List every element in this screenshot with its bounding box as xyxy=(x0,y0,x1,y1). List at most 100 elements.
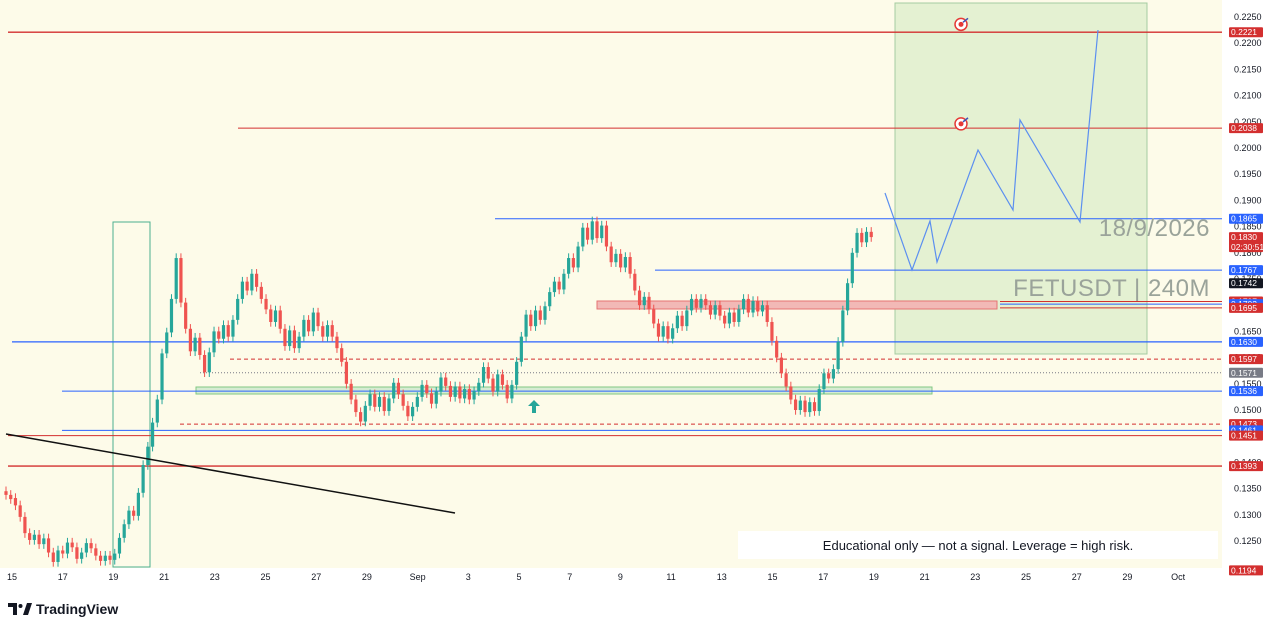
candle-body xyxy=(269,309,273,322)
tradingview-logo[interactable]: TradingView xyxy=(8,601,118,617)
candle-body xyxy=(354,399,358,413)
candle-body xyxy=(491,378,495,392)
candle-body xyxy=(732,312,736,322)
candle-body xyxy=(713,305,717,315)
candle-body xyxy=(28,533,32,540)
candle-body xyxy=(756,301,760,312)
candle-body xyxy=(812,402,817,412)
candle-body xyxy=(392,382,396,399)
projection-path xyxy=(884,29,1099,272)
candle-body xyxy=(288,330,292,347)
candle-body xyxy=(198,337,202,355)
y-tick-label: 0.1800 xyxy=(1234,248,1262,258)
candle-body xyxy=(510,384,514,399)
candle-body xyxy=(741,298,746,310)
candle-body xyxy=(429,393,434,404)
x-tick-label: Sep xyxy=(410,572,426,582)
candle-body xyxy=(179,258,183,303)
price-badge-label: 0.1742 xyxy=(1231,278,1257,288)
target-zone xyxy=(894,2,1148,355)
candle-body xyxy=(335,336,339,349)
price-badge-bg xyxy=(1229,386,1263,397)
candle-body xyxy=(765,305,769,322)
target-dart xyxy=(962,17,969,23)
target-dart xyxy=(962,117,969,123)
candle-body xyxy=(363,405,367,422)
y-tick-label: 0.1550 xyxy=(1234,379,1262,389)
candle-body xyxy=(477,382,481,392)
candle-body xyxy=(448,385,453,397)
candle-body xyxy=(373,394,377,407)
candle-body xyxy=(562,273,566,290)
y-tick-label: 0.1250 xyxy=(1234,536,1262,546)
candle-body xyxy=(533,310,538,327)
candle-body xyxy=(325,325,330,337)
candle-body xyxy=(689,298,694,311)
x-tick-label: 21 xyxy=(159,572,169,582)
candle-body xyxy=(160,353,164,400)
candle-body xyxy=(292,330,297,349)
x-tick-label: 23 xyxy=(210,572,220,582)
y-tick-label: 0.2250 xyxy=(1234,12,1262,22)
candle-body xyxy=(273,310,278,322)
price-badge-bg xyxy=(1229,367,1263,378)
candle-body xyxy=(406,405,410,417)
price-badge-bg xyxy=(1229,123,1263,134)
countdown-label: 02:30:51 xyxy=(1231,242,1264,252)
candle-body xyxy=(647,296,651,310)
price-axis-background xyxy=(1222,0,1265,590)
candle-body xyxy=(46,538,51,553)
x-tick-label: 3 xyxy=(466,572,471,582)
price-badge-label: 0.1767 xyxy=(1231,265,1257,275)
candle-body xyxy=(316,312,320,327)
price-chart[interactable]: 0.2250 0.2200 0.2150 0.2100 0.2050 0.2000 0.19… xyxy=(0,0,1265,590)
candle-body xyxy=(590,221,594,240)
resistance-zone xyxy=(596,300,998,310)
candle-body xyxy=(567,258,571,274)
price-badge: 0.2221 xyxy=(1229,27,1263,38)
candle-body xyxy=(444,377,448,386)
candle-body xyxy=(751,301,755,313)
candle-body xyxy=(656,323,661,337)
candle-body xyxy=(496,374,500,392)
candle-body xyxy=(845,283,850,311)
candle-body xyxy=(188,328,192,352)
candle-body xyxy=(349,383,353,400)
candle-body xyxy=(836,341,840,370)
candle-body xyxy=(193,337,197,352)
x-tick-label: 19 xyxy=(108,572,118,582)
candle-body xyxy=(340,348,344,362)
candle-body xyxy=(283,328,287,347)
price-badge-bg xyxy=(1229,265,1263,276)
price-badge-label: 0.1194 xyxy=(1231,565,1257,575)
candle-body xyxy=(723,315,727,324)
price-badge: 0.1451 xyxy=(1229,430,1263,441)
x-tick-label: 11 xyxy=(666,572,675,582)
candle-body xyxy=(614,253,618,263)
candle-body xyxy=(61,550,65,554)
x-tick-label: 15 xyxy=(767,572,777,582)
y-tick-label: 0.2050 xyxy=(1234,117,1262,127)
price-badge-label: 0.1536 xyxy=(1231,386,1257,396)
x-tick-label: 17 xyxy=(58,572,68,582)
candle-body xyxy=(368,394,372,406)
candle-body xyxy=(458,386,462,399)
candle-body xyxy=(808,402,812,413)
candle-body xyxy=(779,357,783,374)
price-badge-bg xyxy=(1229,354,1263,365)
candle-body xyxy=(217,331,221,339)
candle-body xyxy=(4,491,8,495)
candle-body xyxy=(202,354,207,373)
candle-body xyxy=(694,298,698,308)
candle-body xyxy=(330,325,334,337)
candle-body xyxy=(869,231,873,238)
x-tick-label: 29 xyxy=(362,572,372,582)
candle-body xyxy=(141,465,145,493)
descending-trendline xyxy=(5,433,456,514)
candle-body xyxy=(775,340,779,358)
candle-body xyxy=(619,253,623,268)
price-badge-bg xyxy=(1229,461,1263,472)
target-icon xyxy=(954,17,969,32)
price-badge-label: 0.1393 xyxy=(1231,461,1257,471)
candle-body xyxy=(737,309,741,322)
